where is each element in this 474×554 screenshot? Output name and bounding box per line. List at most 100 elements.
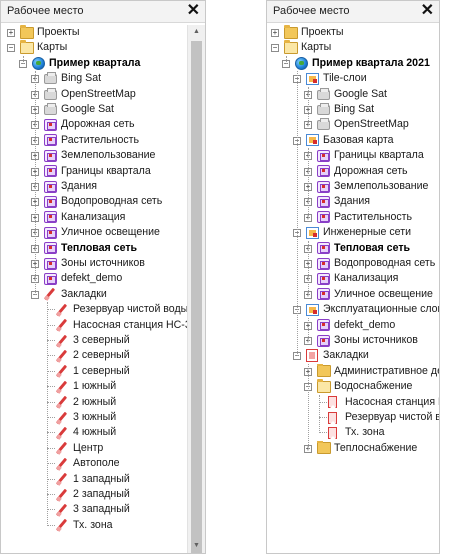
close-icon[interactable]: ✕ — [186, 2, 200, 19]
collapse-icon[interactable]: − — [271, 43, 279, 53]
tree-item[interactable]: + Теплоснабжение — [267, 440, 439, 456]
expand-icon[interactable]: + — [7, 28, 15, 37]
tree-item[interactable]: +Административное деление — [267, 363, 439, 379]
panel-header: Рабочее место ✕ — [267, 1, 439, 23]
tree-item[interactable]: + Водопроводная сеть — [267, 256, 439, 271]
tree-item[interactable]: + Землепользование — [1, 148, 187, 163]
tree-item[interactable]: + Google Sat — [267, 87, 439, 102]
tree-item[interactable]: − Карты — [267, 40, 439, 55]
tree-item[interactable]: + Тепловая сеть — [1, 241, 187, 256]
tree-item-label: defekt_demo — [334, 318, 396, 331]
tree-item[interactable]: 3 северный — [1, 333, 187, 348]
tree-connector — [47, 463, 55, 465]
tree-item[interactable]: − Карты — [1, 40, 187, 55]
tree-item[interactable]: + Границы квартала — [267, 148, 439, 163]
tree-item[interactable]: + Дорожная сеть — [267, 164, 439, 179]
tree-item[interactable]: + Зоны источников — [267, 333, 439, 348]
tree-item[interactable]: − Закладки — [1, 287, 187, 302]
tree-item[interactable]: 2 южный — [1, 395, 187, 410]
folder-open-icon — [20, 40, 34, 54]
tree-guide-line — [308, 363, 309, 449]
tree-item[interactable]: 2 западный — [1, 487, 187, 502]
tree-item[interactable]: Автополе — [1, 456, 187, 471]
tree-item[interactable]: + Проекты — [1, 25, 187, 40]
tree-item[interactable]: − Базовая карта — [267, 133, 439, 148]
tree-item[interactable]: Тх. зона — [267, 425, 439, 440]
tree-item[interactable]: + Здания — [267, 194, 439, 209]
tree-item-label: Пример квартала 2021 — [312, 56, 430, 69]
tree-item[interactable]: + Уличное освещение — [267, 287, 439, 302]
workspace-panel-left: Рабочее место ✕ + Проекты − Карты − Пример кв… — [0, 0, 206, 554]
tree-item[interactable]: 3 западный — [1, 502, 187, 517]
tree-item[interactable]: + Канализация — [267, 271, 439, 286]
tree-item[interactable]: + Зоны источников — [1, 256, 187, 271]
tree-item[interactable]: + Землепользование — [267, 179, 439, 194]
bookmark-icon — [328, 396, 337, 409]
bookmark-pin-icon — [56, 335, 66, 347]
tree-item[interactable]: 1 северный — [1, 364, 187, 379]
tree-item[interactable]: − Инженерные сети — [267, 225, 439, 240]
tree-item[interactable]: + defekt_demo — [267, 318, 439, 333]
tree-item[interactable]: Резервуар чистой воды — [1, 302, 187, 317]
tree-item[interactable]: + Проекты — [267, 25, 439, 40]
tree-item[interactable]: Резервуар чистой воды — [267, 410, 439, 425]
folder-icon — [317, 363, 331, 378]
tree-item[interactable]: + Bing Sat — [1, 71, 187, 86]
tree-item[interactable]: 1 западный — [1, 472, 187, 487]
tree-item[interactable]: − Пример квартала — [1, 56, 187, 71]
tree-item[interactable]: − Пример квартала 2021 — [267, 56, 439, 71]
tree-item[interactable]: 3 южный — [1, 410, 187, 425]
tree-item[interactable]: + Границы квартала — [1, 164, 187, 179]
tree-item[interactable]: + Здания — [1, 179, 187, 194]
tree-connector — [47, 324, 55, 326]
vector-layer-icon — [317, 165, 330, 178]
tree-item[interactable]: − Водоснабжение — [267, 379, 439, 394]
scroll-up-icon[interactable]: ▲ — [193, 28, 200, 35]
tree-item[interactable]: + Водопроводная сеть — [1, 194, 187, 209]
tree-item-label: Водопроводная сеть — [61, 195, 163, 208]
tree-item-label: 1 северный — [73, 364, 130, 377]
tree-item[interactable]: Насосная станция НС-32 — [267, 395, 439, 410]
tree-item[interactable]: + Дорожная сеть — [1, 117, 187, 132]
vector-layer-icon — [317, 272, 330, 285]
vertical-scrollbar[interactable]: ▲ ▼ — [187, 25, 205, 553]
tree-item[interactable]: 2 северный — [1, 348, 187, 363]
tree-connector — [47, 386, 55, 388]
tree-item[interactable]: + Bing Sat — [267, 102, 439, 117]
tree-item[interactable]: + defekt_demo — [1, 271, 187, 286]
tile-layer-icon — [44, 87, 57, 100]
tree-connector — [47, 340, 55, 341]
tree-item-label: Google Sat — [334, 87, 388, 100]
scroll-down-icon[interactable]: ▼ — [193, 542, 200, 549]
tree-connector — [47, 509, 55, 511]
tree-item[interactable]: Тх. зона — [1, 518, 187, 533]
tree-item[interactable]: 4 южный — [1, 425, 187, 440]
tree-item-label: 2 южный — [73, 395, 117, 408]
collapse-icon[interactable]: − — [7, 43, 15, 53]
tree-item[interactable]: + Растительность — [1, 133, 187, 148]
tree-connector — [319, 401, 327, 403]
tree-item[interactable]: + Google Sat — [1, 102, 187, 117]
close-icon[interactable]: ✕ — [420, 2, 434, 19]
tree-item[interactable]: − Tile-слои — [267, 71, 439, 86]
tree-item-label: 3 западный — [73, 503, 130, 516]
tree-item[interactable]: + OpenStreetMap — [1, 87, 187, 102]
tree-item-label: 1 южный — [73, 380, 117, 393]
tree-item[interactable]: Центр — [1, 441, 187, 456]
tree-item[interactable]: − Закладки — [267, 348, 439, 363]
tree-item[interactable]: 1 южный — [1, 379, 187, 394]
tree-item[interactable]: + Уличное освещение — [1, 225, 187, 240]
tree-item-label: Проекты — [37, 26, 80, 38]
bookmark-pin-icon — [56, 489, 66, 501]
vector-layer-icon — [44, 180, 57, 193]
tree-item[interactable]: − Эксплуатационные слои — [267, 302, 439, 317]
tree-item-label: Тх. зона — [73, 518, 113, 531]
tree-item[interactable]: Насосная станция НС-32 — [1, 318, 187, 333]
expand-icon[interactable]: + — [271, 28, 279, 37]
tree-item[interactable]: + Тепловая сеть — [267, 241, 439, 256]
scroll-thumb[interactable] — [191, 41, 202, 553]
tree-item-label: Канализация — [334, 272, 399, 285]
tree-item[interactable]: + OpenStreetMap — [267, 117, 439, 132]
tree-item[interactable]: + Растительность — [267, 210, 439, 225]
tree-item[interactable]: + Канализация — [1, 210, 187, 225]
